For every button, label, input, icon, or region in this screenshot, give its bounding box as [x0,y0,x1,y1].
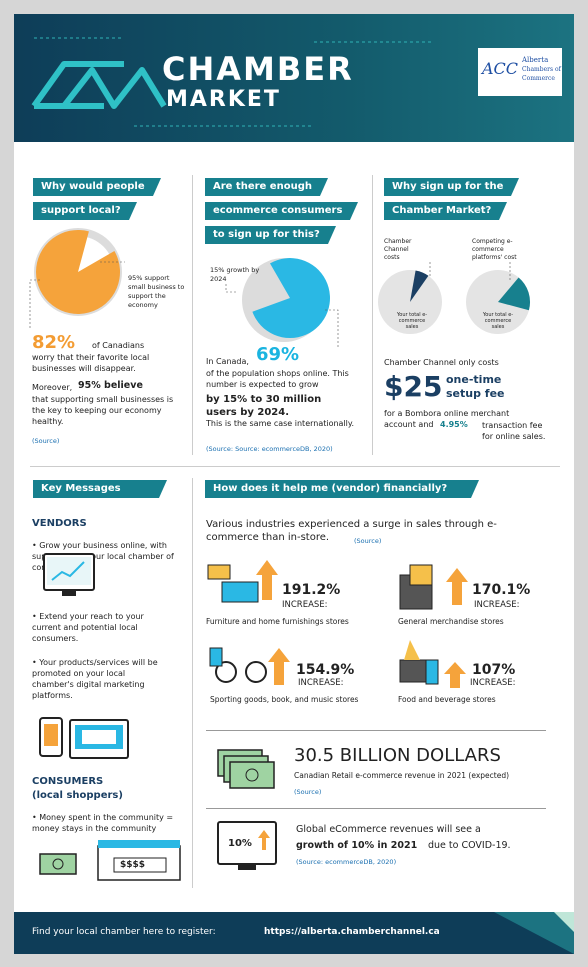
header: CHAMBER MARKET ACC Alberta Chambers of C… [14,14,574,142]
section-heading: ecommerce consumers [205,202,359,220]
source: (Source) [354,537,382,545]
lead: In Canada, [206,357,249,366]
section-heading: Are there enough [205,178,328,196]
pie-label: Chamber Channel costs [384,238,412,261]
stat: 69% [256,344,300,365]
revenue-title: 30.5 BILLION DOLLARS [294,745,501,766]
section-heading: to sign up for this? [205,226,336,244]
section-heading: How does it help me (vendor) financially… [205,480,479,498]
percent: 154.9% [296,662,355,678]
pie-art [29,228,530,348]
percent: 170.1% [472,582,531,598]
industry-name: Food and beverage stores [398,695,496,704]
industry-name: General merchandise stores [398,617,504,626]
footer-url: https://alberta.chamberchannel.ca [264,927,440,937]
source: (Source) [294,788,322,796]
growth-badge: 10% [228,838,252,849]
increase: INCREASE: [282,600,328,610]
body: that supporting small businesses is the … [32,395,174,426]
section-heading: Chamber Market? [384,202,508,220]
list-item: • Money spent in the community = money s… [32,813,174,833]
increase: INCREASE: [470,678,516,688]
divider [30,466,560,467]
divider [206,808,546,809]
title-bottom: MARKET [166,87,281,112]
body: transaction fee for online sales. [482,421,546,441]
group-title: CONSUMERS [32,776,104,787]
highlight: by 15% to 30 million users by 2024. [206,394,322,418]
price-label: one-time setup fee [446,373,505,400]
footer-text: Find your local chamber here to register… [32,927,216,937]
title-top: CHAMBER [162,50,354,88]
highlight: 95% believe [78,380,143,391]
logo: ACC Alberta Chambers of Commerce [478,48,562,96]
increase: INCREASE: [474,600,520,610]
stat: 82% [32,332,76,353]
growth-text: Global eCommerce revenues will see a [296,824,481,835]
section-heading: support local? [33,202,137,220]
price: $25 [384,370,443,403]
industry-name: Sporting goods, book, and music stores [210,695,359,704]
divider [372,175,373,455]
header-art [31,37,434,127]
section-heading: Why would people [33,178,161,196]
body: This is the same case internationally. [206,419,355,428]
footer-art [494,912,574,954]
divider [206,730,546,731]
body: for a Bombora online merchant account an… [384,409,510,429]
revenue-text: Canadian Retail e-commerce revenue in 20… [294,771,510,780]
pie-note: 15% growth by 2024 [210,266,260,283]
sign-text: $$$$ [120,860,146,870]
footer: Find your local chamber here to register… [14,912,574,954]
section-heading: Key Messages [33,480,167,498]
logo-mark: ACC [482,59,519,78]
divider [192,175,193,455]
growth-text: due to COVID-19. [428,840,511,851]
group-title: (local shoppers) [32,790,123,801]
section-heading: Why sign up for the [384,178,520,196]
logo-text: Alberta [522,56,549,64]
divider [192,478,193,888]
group-title: VENDORS [32,518,87,529]
pie-inner: Your total e-commerce sales [396,312,428,330]
pie-label: Competing e-commerce platforms' cost [472,238,517,261]
rate: 4.95% [440,420,468,429]
logo-text: Chambers of [522,66,561,73]
pie-note: 95% support small business to support th… [128,274,185,309]
body: of the population shops online. This num… [206,369,349,389]
percent: 107% [472,662,516,678]
increase: INCREASE: [298,678,344,688]
pie-inner: Your total e-commerce sales [482,312,514,330]
stat-text: of Canadians [92,341,145,350]
list-item: • Extend your reach to your current and … [32,612,144,643]
list-item: • Your products/services will be promote… [32,658,158,700]
source: (Source: ecommerceDB, 2020) [296,858,397,866]
list-item: • Grow your business online, with suppor… [32,541,174,572]
percent: 191.2% [282,582,341,598]
body: worry that their favorite local business… [32,353,150,373]
body: Moreover, [32,383,73,392]
source: (Source) [32,437,60,445]
source: (Source: Source: ecommerceDB, 2020) [206,445,333,453]
intro: Various industries experienced a surge i… [206,519,497,543]
lead: Chamber Channel only costs [384,358,499,367]
industry-name: Furniture and home furnishings stores [206,617,349,626]
logo-text: Commerce [522,75,555,82]
growth-highlight: growth of 10% in 2021 [296,840,418,851]
